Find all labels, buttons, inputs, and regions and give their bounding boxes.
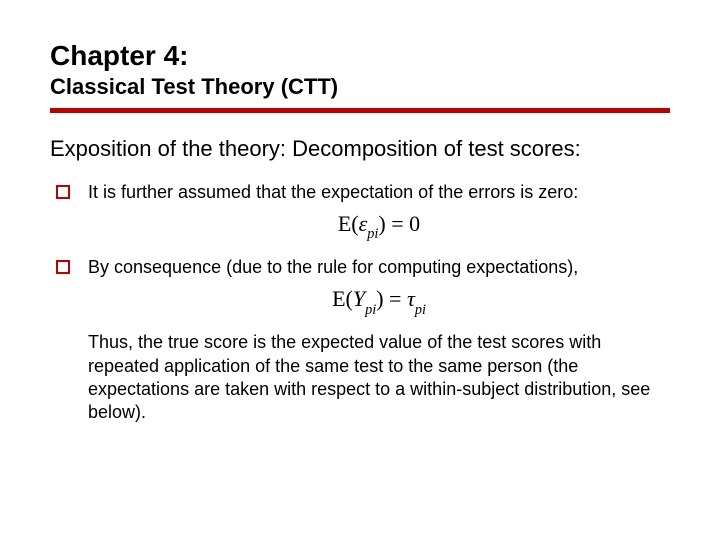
- formula-expectation-y: E(Ypi) = τpi: [88, 285, 670, 317]
- bullet-item: By consequence (due to the rule for comp…: [56, 256, 670, 317]
- chapter-title: Chapter 4:: [50, 40, 670, 72]
- bullet-text: By consequence (due to the rule for comp…: [88, 257, 578, 277]
- bullet-list: It is further assumed that the expectati…: [50, 181, 670, 318]
- bullet-marker-icon: [56, 260, 70, 274]
- divider-line: [50, 108, 670, 113]
- conclusion-text: Thus, the true score is the expected val…: [50, 331, 670, 425]
- chapter-subtitle: Classical Test Theory (CTT): [50, 74, 670, 100]
- bullet-text: It is further assumed that the expectati…: [88, 182, 578, 202]
- bullet-marker-icon: [56, 185, 70, 199]
- slide-container: Chapter 4: Classical Test Theory (CTT) E…: [0, 0, 720, 540]
- bullet-item: It is further assumed that the expectati…: [56, 181, 670, 242]
- section-heading: Exposition of the theory: Decomposition …: [50, 135, 670, 163]
- formula-expectation-error: E(εpi) = 0: [88, 210, 670, 242]
